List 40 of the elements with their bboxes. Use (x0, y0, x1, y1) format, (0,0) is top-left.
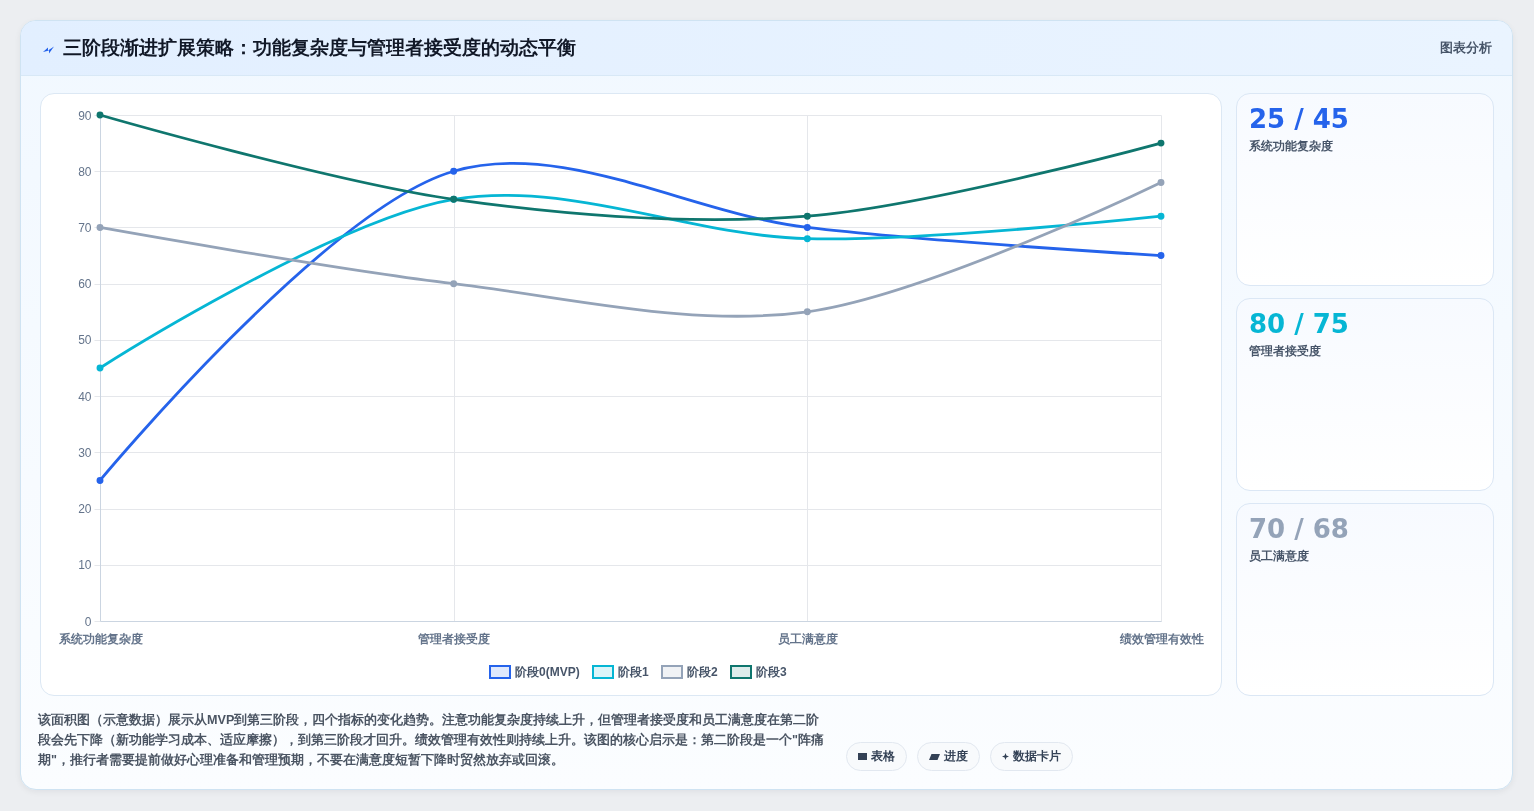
legend-label: 阶段1 (618, 665, 649, 679)
y-tick-label: 40 (78, 389, 92, 404)
text: 该面积图（示意数据）展示从MVP到第三阶段，四个指标的变化趋势。注意功能复杂度持续上升，但管理者接受度和员工满意度在第二阶段会先下降（新功能学习成本、适应摩擦），到第三阶段才回升。绩效管理有效性则持续上升。该图的核心启示是：第二阶段是一个"阵痛期"，推行者需要提前做好心理准备和管理预期，不要在满意度短暂下降时贸然放弃或回滚。 (38, 711, 825, 769)
y-tick-label: 90 (78, 108, 92, 123)
y-tick-label: 80 (78, 164, 92, 179)
x-tick-label: 员工满意度 (777, 631, 838, 646)
text: 70 / 68 (1249, 513, 1349, 545)
x-tick-label: 系统功能复杂度 (57, 631, 143, 646)
y-tick-label: 20 (78, 502, 92, 517)
x-tick-label: 绩效管理有效性 (1118, 631, 1204, 646)
point (803, 212, 811, 220)
text: 25 / 45 (1249, 103, 1349, 135)
point (450, 167, 458, 175)
legend-label: 阶段2 (687, 665, 718, 679)
text: 80 / 75 (1249, 308, 1349, 340)
point (96, 476, 104, 484)
legend-label: 阶段3 (756, 665, 787, 679)
point (803, 235, 811, 243)
y-tick-label: 50 (78, 333, 92, 348)
point (803, 308, 811, 316)
text: 图表分析 (1440, 40, 1492, 57)
point (96, 364, 104, 372)
point (803, 223, 811, 231)
text: 管理者接受度 (1249, 343, 1321, 359)
point (1157, 179, 1165, 186)
point (1157, 212, 1165, 220)
legend-label: 阶段0(MVP) (515, 665, 580, 679)
point (1157, 139, 1165, 147)
cards-button[interactable]: 数据卡片 (990, 742, 1073, 771)
point (450, 280, 458, 288)
y-tick-label: 30 (78, 445, 92, 460)
point (1157, 252, 1165, 260)
y-tick-label: 10 (78, 558, 92, 573)
text: 员工满意度 (1249, 548, 1309, 564)
y-tick-label: 60 (78, 277, 92, 292)
x-tick-label: 管理者接受度 (417, 631, 491, 646)
y-tick-label: 0 (84, 614, 92, 629)
y-tick-label: 70 (78, 220, 92, 235)
chart-title: 三阶段渐进扩展策略：功能复杂度与管理者接受度的动态平衡 (63, 36, 576, 60)
text: 系统功能复杂度 (1249, 138, 1333, 154)
